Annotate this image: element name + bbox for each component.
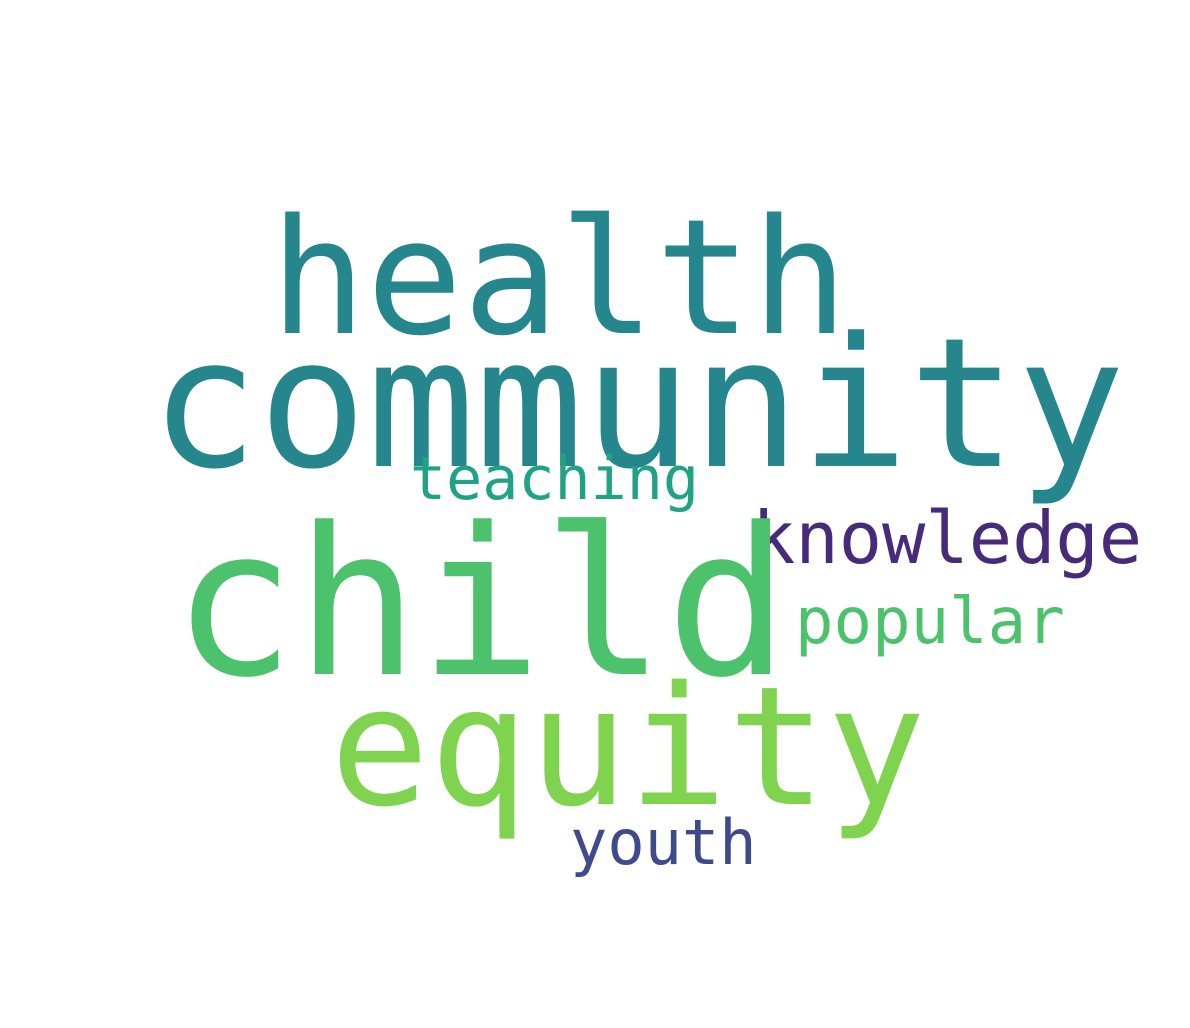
word-youth: youth: [570, 806, 757, 879]
word-knowledge: knowledge: [752, 496, 1143, 580]
word-equity: equity: [330, 651, 927, 843]
word-popular: popular: [795, 585, 1065, 659]
word-health: health: [270, 184, 848, 371]
word-community: community: [150, 300, 1126, 509]
word-child: child: [172, 485, 790, 723]
word-teaching: teaching: [410, 444, 699, 514]
